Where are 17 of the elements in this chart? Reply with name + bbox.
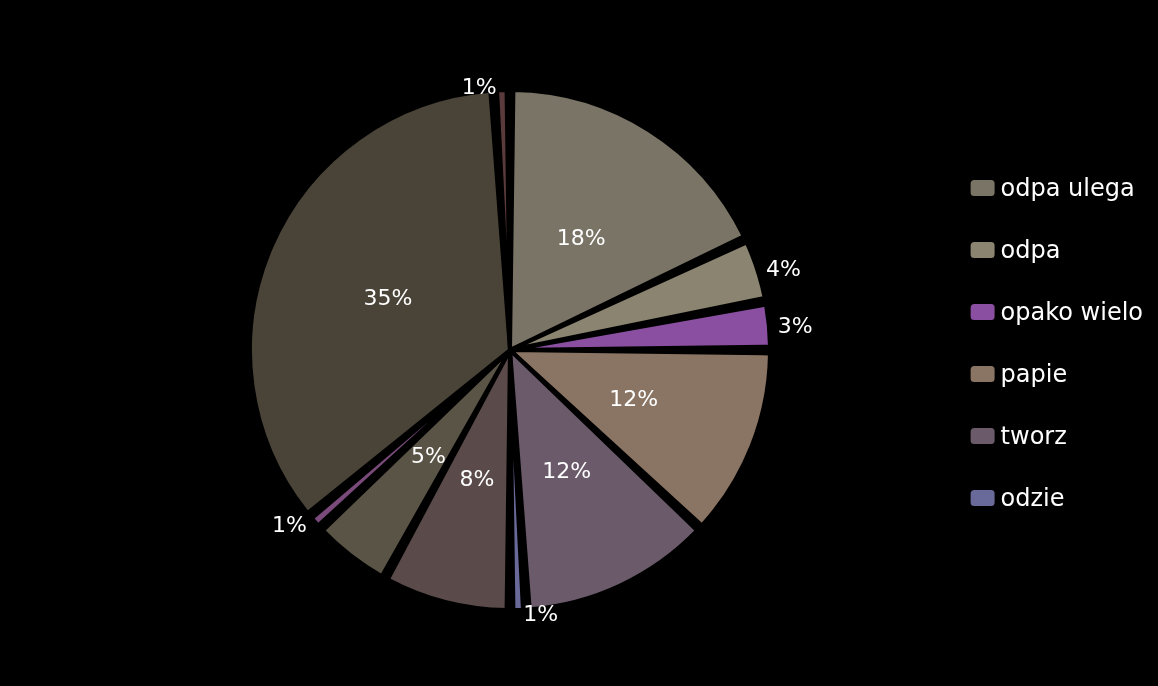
- data-label: 35%: [363, 284, 413, 310]
- data-label: 12%: [609, 386, 659, 412]
- legend-label: opako wielo: [1000, 298, 1144, 326]
- legend-label: odpa: [1000, 236, 1061, 264]
- data-label: 8%: [459, 466, 495, 492]
- data-label: 12%: [542, 457, 592, 483]
- data-label: 1%: [272, 512, 307, 538]
- legend-label: odzie: [1000, 484, 1065, 512]
- legend-label: tworz: [1000, 422, 1067, 450]
- legend-label: odpa ulega: [1000, 174, 1135, 202]
- legend-label: papie: [1000, 360, 1068, 388]
- data-label: 1%: [461, 73, 497, 99]
- data-label: 5%: [411, 442, 446, 468]
- data-label: 3%: [777, 312, 813, 338]
- data-label: 18%: [556, 225, 606, 251]
- data-label: 4%: [766, 255, 801, 281]
- data-label: 1%: [523, 601, 559, 627]
